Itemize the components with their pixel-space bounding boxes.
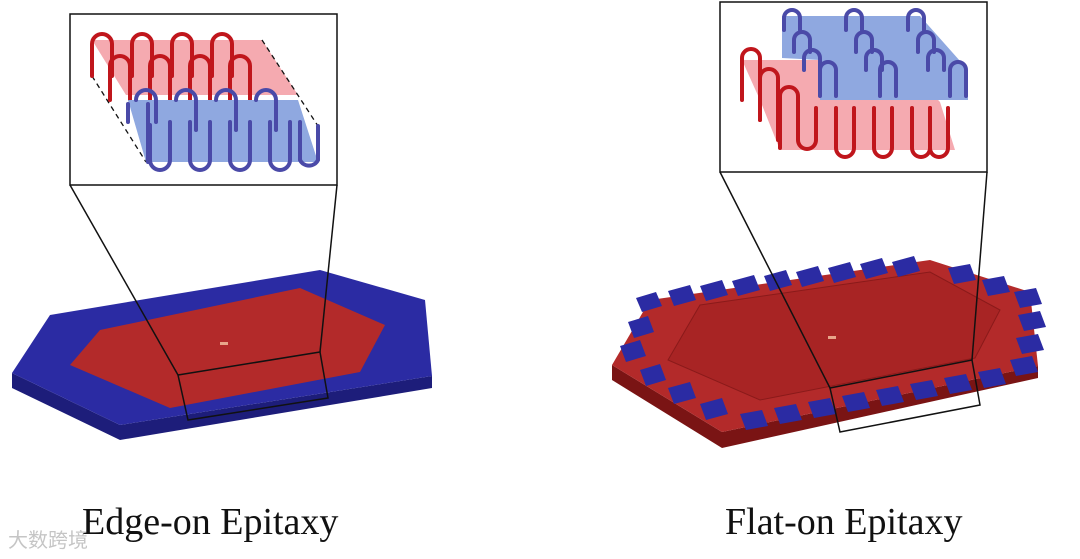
flat-on-selection-box [829, 359, 981, 433]
flat-on-figure [612, 1, 1046, 448]
edge-on-red-layer [92, 40, 298, 95]
edge-on-red-chains [90, 32, 252, 102]
flat-on-blue-layer [782, 16, 968, 100]
edge-on-figure [12, 13, 432, 440]
edge-on-crystal-mark [220, 342, 228, 345]
watermark: 大数跨境 [8, 528, 88, 552]
edge-on-caption: Edge-on Epitaxy [82, 501, 339, 543]
flat-on-edge-tiles [620, 256, 1046, 430]
flat-on-red-chains [740, 47, 950, 159]
edge-on-dashed-edge-2 [261, 39, 319, 127]
edge-on-projection-line-left [69, 184, 179, 376]
edge-on-selection-box [177, 351, 329, 421]
flat-on-blue-chains [782, 8, 968, 98]
flat-on-projection-line-right [971, 171, 988, 361]
edge-on-crystal [70, 288, 385, 408]
edge-on-dashed-edge-1 [91, 75, 147, 163]
flat-on-crystal-mark [828, 336, 836, 339]
edge-on-blue-chains [126, 88, 320, 172]
flat-on-caption: Flat-on Epitaxy [725, 501, 963, 543]
edge-on-projection-line-right [319, 184, 338, 353]
flat-on-projection-line-left [719, 171, 831, 389]
